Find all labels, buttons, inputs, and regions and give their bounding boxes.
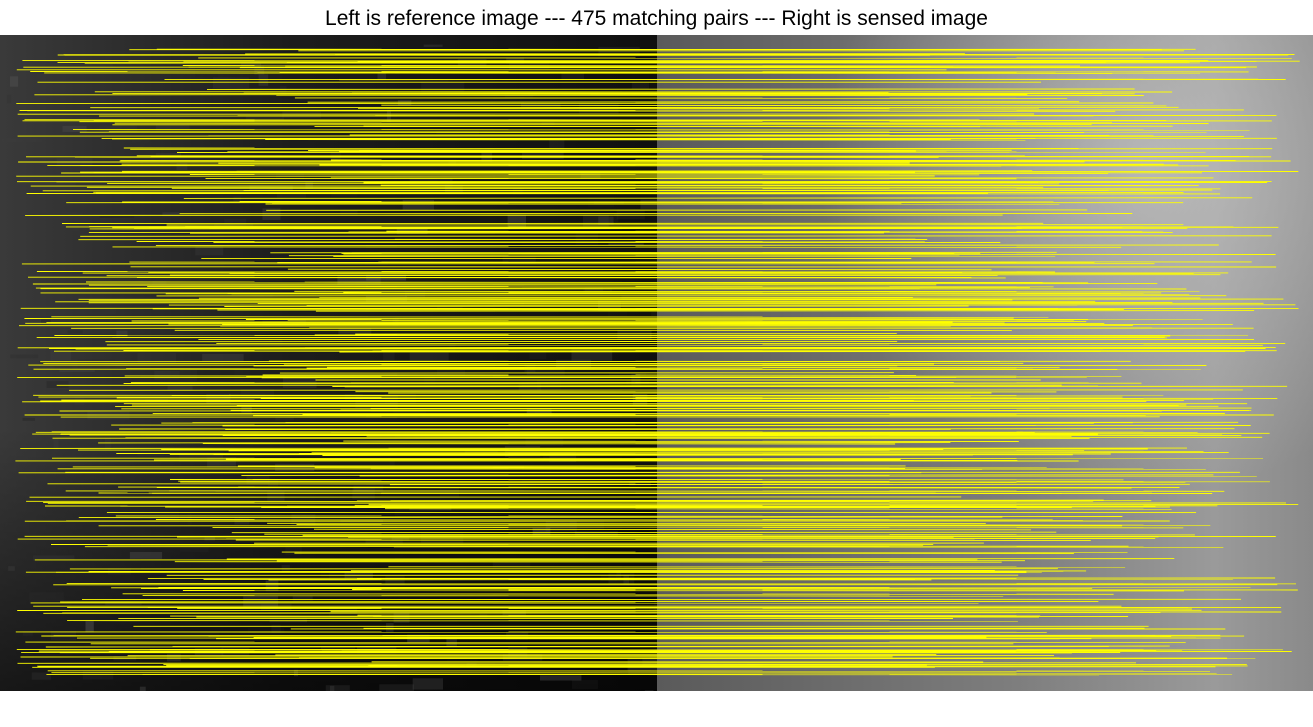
match-line: [60, 432, 1270, 435]
match-line: [231, 531, 1057, 534]
match-line: [174, 561, 1002, 563]
match-line: [386, 230, 1143, 233]
match-line: [390, 499, 1104, 502]
match-line: [115, 515, 1123, 517]
match-lines: [15, 48, 1300, 676]
match-line: [171, 187, 1221, 190]
match-line: [16, 102, 1154, 105]
match-line: [231, 292, 1121, 295]
match-line: [296, 524, 1211, 526]
match-line: [55, 300, 1096, 303]
match-line: [46, 321, 953, 324]
match-line: [352, 589, 1298, 591]
match-line: [241, 474, 1214, 476]
match-line: [253, 636, 987, 638]
match-line: [44, 72, 1113, 74]
match-line: [178, 480, 1270, 483]
match-line: [17, 346, 1231, 349]
match-line: [226, 537, 1156, 540]
match-line: [183, 197, 1253, 199]
match-line: [125, 436, 1263, 439]
match-line: [168, 323, 1105, 325]
match-line: [172, 645, 1170, 648]
match-line: [130, 148, 1273, 150]
match-line: [30, 185, 1199, 187]
match-line: [229, 272, 1229, 274]
match-line: [78, 238, 916, 241]
match-line: [339, 78, 1259, 81]
match-line: [355, 333, 897, 335]
match-line: [80, 235, 1272, 237]
match-line: [228, 450, 1204, 452]
match-line: [177, 607, 1192, 610]
figure-title: Left is reference image --- 475 matching…: [325, 7, 988, 30]
match-line: [304, 71, 1036, 73]
match-line: [56, 181, 1039, 183]
match-line: [307, 101, 1080, 103]
match-line: [381, 104, 1167, 107]
match-line: [384, 508, 1172, 510]
match-line: [116, 397, 1278, 399]
match-line: [313, 528, 1032, 531]
match-line: [59, 410, 1250, 412]
matching-figure: [0, 35, 1313, 691]
match-line: [354, 504, 1218, 507]
match-line: [84, 545, 1129, 548]
match-line: [123, 350, 1126, 352]
match-line: [287, 268, 992, 271]
match-line: [54, 335, 1171, 337]
match-line: [142, 595, 1004, 597]
match-line: [298, 139, 1026, 141]
match-line: [339, 350, 1101, 353]
match-line: [321, 649, 919, 651]
match-line: [315, 310, 1255, 312]
match-line: [67, 620, 1018, 622]
match-line: [363, 125, 981, 128]
match-line: [356, 635, 1172, 637]
match-line: [343, 253, 1276, 255]
match-line: [78, 516, 1003, 519]
match-line: [180, 481, 1186, 484]
matching-canvas: [0, 35, 1313, 691]
match-line: [83, 347, 1163, 350]
match-line: [155, 244, 1219, 247]
match-line: [314, 467, 906, 469]
match-line: [161, 448, 1148, 450]
match-line: [79, 121, 1113, 123]
match-line: [72, 129, 1250, 131]
match-line: [268, 578, 916, 581]
match-line: [304, 281, 1089, 284]
match-line: [60, 600, 1099, 603]
match-line: [373, 398, 1214, 400]
match-line: [17, 662, 1137, 664]
match-line: [27, 110, 1116, 112]
match-line: [122, 593, 1114, 595]
match-line: [185, 226, 898, 228]
match-line: [299, 452, 937, 455]
match-line: [357, 614, 1041, 617]
